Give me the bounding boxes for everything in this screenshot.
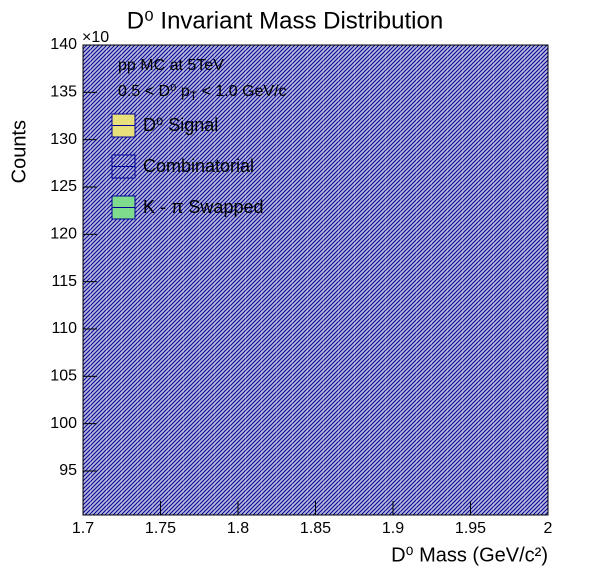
bar bbox=[377, 45, 386, 515]
y-tick-label: 110 bbox=[51, 320, 77, 337]
bar bbox=[315, 45, 324, 515]
y-tick-label: 130 bbox=[50, 131, 77, 148]
bar bbox=[292, 45, 300, 515]
y-tick-label: 95 bbox=[59, 462, 77, 479]
bar bbox=[362, 45, 370, 515]
bar bbox=[253, 45, 262, 515]
bar bbox=[501, 45, 510, 515]
x-tick-label: 2 bbox=[544, 520, 553, 537]
y-tick-label: 135 bbox=[50, 84, 77, 101]
bar bbox=[90, 45, 99, 515]
y-exponent: ×10 bbox=[82, 29, 109, 46]
y-tick-label: 115 bbox=[51, 273, 77, 290]
bar bbox=[524, 45, 533, 515]
bar bbox=[369, 45, 378, 515]
bar bbox=[191, 45, 200, 515]
bar bbox=[238, 45, 246, 515]
x-tick-label: 1.75 bbox=[145, 520, 176, 537]
bar bbox=[354, 45, 362, 515]
y-tick-label: 120 bbox=[50, 226, 77, 243]
annotation-part: 0.5 < D⁰ p bbox=[118, 83, 190, 100]
bar bbox=[145, 45, 153, 515]
chart-title: D⁰ Invariant Mass Distribution bbox=[127, 7, 443, 34]
x-tick-label: 1.9 bbox=[382, 520, 404, 537]
bar bbox=[509, 45, 517, 515]
y-tick-label: 125 bbox=[50, 178, 77, 195]
bar bbox=[540, 45, 548, 515]
bar bbox=[300, 45, 308, 515]
bar bbox=[462, 45, 471, 515]
bar bbox=[439, 45, 448, 515]
y-axis-label: Counts bbox=[8, 120, 30, 183]
x-tick-label: 1.95 bbox=[455, 520, 486, 537]
legend-label: K - π Swapped bbox=[143, 197, 263, 217]
x-tick-label: 1.8 bbox=[227, 520, 249, 537]
bar bbox=[137, 45, 145, 515]
bar bbox=[207, 45, 215, 515]
y-tick-label: 100 bbox=[50, 415, 77, 432]
bar bbox=[470, 45, 479, 515]
bar bbox=[114, 45, 122, 515]
annotation-part: < 1.0 GeV/c bbox=[197, 83, 286, 100]
y-tick-label: 105 bbox=[50, 368, 77, 385]
annotation-part: T bbox=[190, 89, 198, 103]
bar bbox=[493, 45, 502, 515]
bar bbox=[245, 45, 254, 515]
annotation: pp MC at 5TeV bbox=[118, 57, 224, 74]
bar bbox=[416, 45, 424, 515]
bar bbox=[160, 45, 169, 515]
legend-label: Combinatorial bbox=[143, 156, 254, 176]
bar bbox=[331, 45, 339, 515]
bar bbox=[447, 45, 455, 515]
x-axis-label: D⁰ Mass (GeV/c²) bbox=[391, 544, 548, 566]
bar bbox=[338, 45, 347, 515]
annotation: 0.5 < D⁰ pT < 1.0 GeV/c bbox=[118, 83, 287, 103]
bar bbox=[214, 45, 223, 515]
bar bbox=[424, 45, 432, 515]
bar bbox=[152, 45, 161, 515]
bar bbox=[121, 45, 130, 515]
bar bbox=[176, 45, 184, 515]
bar bbox=[307, 45, 316, 515]
bar bbox=[106, 45, 114, 515]
annotation-part: pp MC at 5TeV bbox=[118, 57, 224, 74]
bar bbox=[532, 45, 541, 515]
bar bbox=[400, 45, 409, 515]
bar bbox=[129, 45, 138, 515]
bar bbox=[168, 45, 176, 515]
bar bbox=[346, 45, 355, 515]
bar bbox=[83, 45, 91, 515]
bar bbox=[199, 45, 207, 515]
bar bbox=[431, 45, 440, 515]
y-tick-label: 140 bbox=[50, 36, 77, 53]
bar bbox=[517, 45, 525, 515]
bar bbox=[323, 45, 331, 515]
bar bbox=[284, 45, 293, 515]
bar bbox=[486, 45, 494, 515]
bar bbox=[230, 45, 238, 515]
bar bbox=[478, 45, 486, 515]
bar bbox=[261, 45, 269, 515]
bar bbox=[276, 45, 285, 515]
x-tick-label: 1.7 bbox=[72, 520, 94, 537]
bar bbox=[455, 45, 463, 515]
bar bbox=[393, 45, 401, 515]
bar bbox=[269, 45, 277, 515]
bar bbox=[222, 45, 231, 515]
bar bbox=[98, 45, 107, 515]
legend-label: D⁰ Signal bbox=[143, 115, 218, 135]
bar bbox=[183, 45, 192, 515]
x-tick-label: 1.85 bbox=[300, 520, 331, 537]
bar bbox=[408, 45, 417, 515]
bar bbox=[385, 45, 393, 515]
